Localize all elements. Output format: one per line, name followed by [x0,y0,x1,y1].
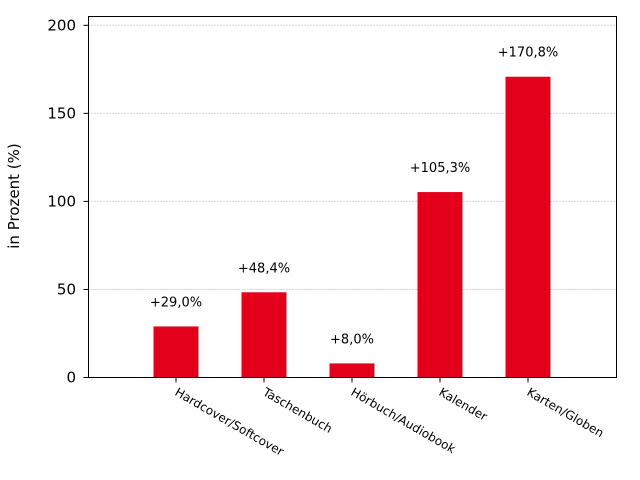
bar [417,192,463,378]
y-axis-title: in Prozent (%) [5,143,23,248]
bar [505,76,551,378]
x-tick-label: Karten/Globen [525,385,607,440]
x-tick-label: Taschenbuch [260,384,335,435]
y-axis-ticks: 0 50 100 150 200 [47,16,89,387]
bar [329,363,375,378]
data-label: +8,0% [330,332,374,347]
y-tick-label: 150 [47,104,76,122]
data-label: +29,0% [150,295,202,310]
y-tick-label: 200 [47,16,76,34]
data-labels: +29,0% +48,4% +8,0% +105,3% +170,8% [150,46,558,348]
plot-frame [88,16,617,378]
data-label: +170,8% [498,46,558,61]
bars [153,76,551,378]
data-label: +105,3% [410,161,470,176]
bar [153,326,199,378]
bar [241,292,287,378]
y-tick-label: 0 [66,369,76,387]
gridlines [88,24,617,290]
x-tick-label: Kalender [437,385,490,424]
y-tick-label: 100 [47,192,76,210]
y-tick-label: 50 [57,280,76,298]
data-label: +48,4% [238,261,290,276]
